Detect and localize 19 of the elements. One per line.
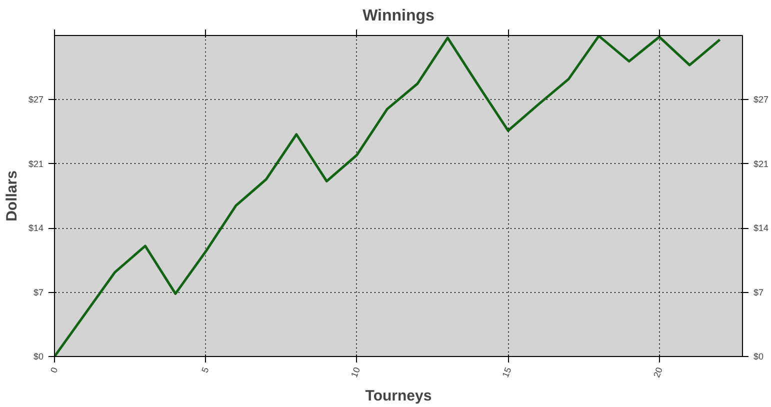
y-tick-label: $0 xyxy=(33,352,44,362)
y-tick-label: $7 xyxy=(33,287,44,298)
y2-tick-label: $14 xyxy=(754,223,769,234)
line-series xyxy=(54,36,722,356)
y-axis-title: Dollars xyxy=(3,170,20,222)
y-tick-label: $14 xyxy=(28,223,44,234)
y2-tick-label: $27 xyxy=(754,94,769,105)
chart-title: Winnings xyxy=(362,8,435,24)
y2-tick-label: $21 xyxy=(754,158,769,169)
y-tick-label: $21 xyxy=(28,158,44,169)
x-tick-label: 10 xyxy=(349,366,362,379)
x-tick-label: 5 xyxy=(200,366,211,374)
y-tick-label: $27 xyxy=(28,94,44,105)
y2-tick-label: $0 xyxy=(754,352,764,362)
x-tick-label: 20 xyxy=(652,366,664,379)
x-tick-label: 15 xyxy=(500,366,514,379)
x-axis-title: Tourneys xyxy=(365,387,432,404)
y2-tick-label: $7 xyxy=(754,287,764,298)
x-tick-label: 0 xyxy=(48,366,60,374)
